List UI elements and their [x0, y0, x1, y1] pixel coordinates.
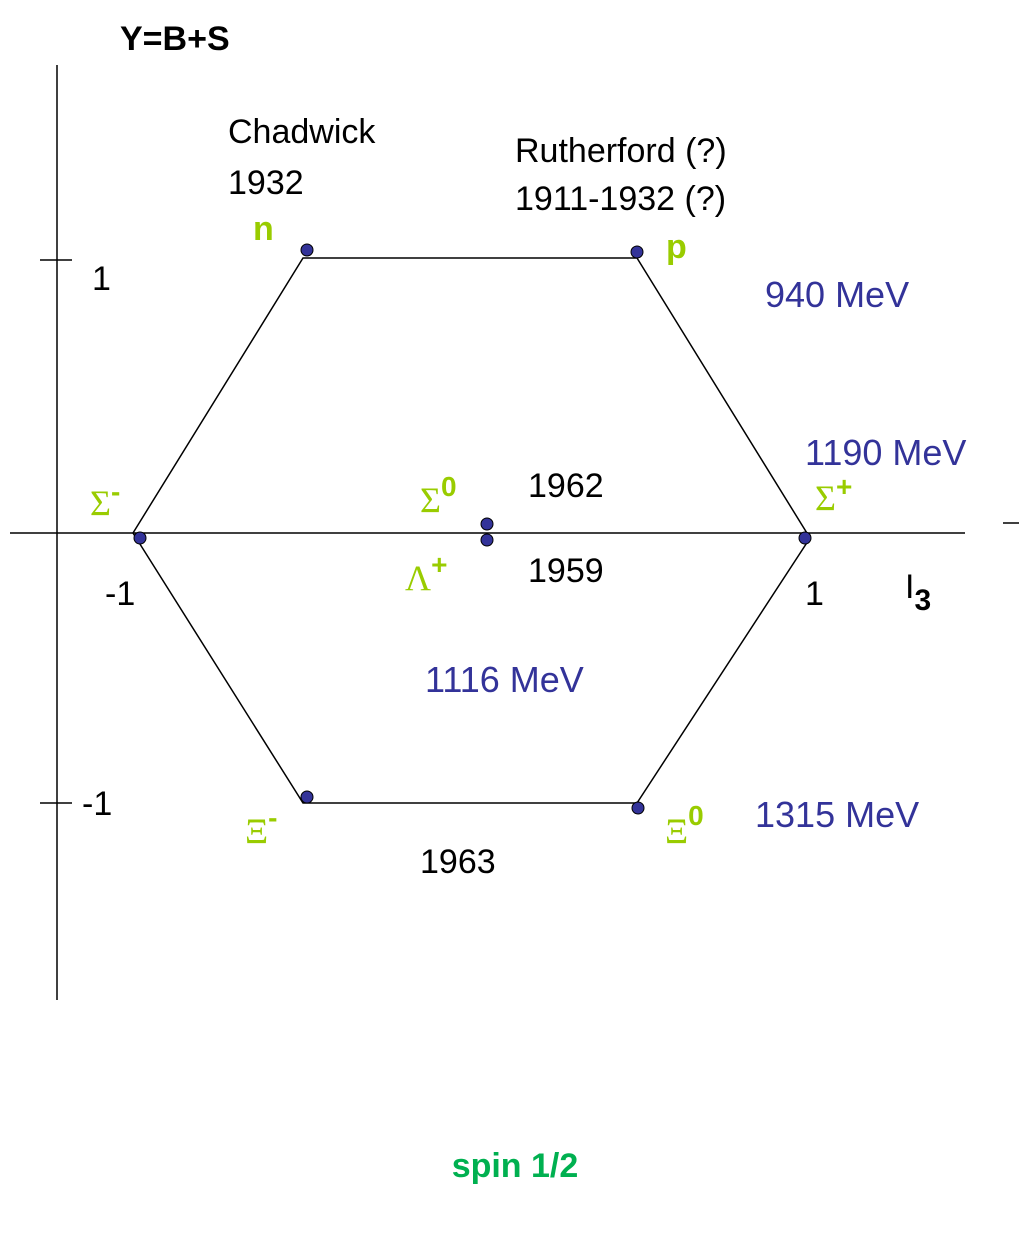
particle: n [253, 210, 274, 248]
particle: Σ+ [815, 471, 852, 518]
tick-label: -1 [82, 785, 112, 823]
particle: Ξ0 [665, 800, 704, 851]
dot [133, 531, 147, 545]
dot [300, 790, 314, 804]
x-label-main: I [905, 568, 914, 606]
mass: 1190 MeV [805, 432, 966, 473]
x-label: I3 [905, 568, 931, 617]
annotation: 1962 [528, 467, 604, 505]
symbol: Λ [405, 558, 431, 598]
tick-label: -1 [105, 575, 135, 613]
annotation: 1911-1932 (?) [515, 180, 726, 218]
dot [631, 801, 645, 815]
annotation: 1959 [528, 552, 604, 590]
footer: spin 1/2 [452, 1147, 579, 1185]
mass: 1116 MeV [425, 659, 584, 700]
symbol: Ξ [245, 811, 268, 851]
charge: + [836, 471, 852, 502]
dot [798, 531, 812, 545]
annotation: 1932 [228, 164, 304, 202]
symbol: Σ [815, 478, 836, 518]
charge: 0 [441, 471, 457, 502]
particle: Σ- [90, 476, 120, 523]
particle: Σ0 [420, 471, 457, 520]
annotation: 1963 [420, 843, 496, 881]
dot [630, 245, 644, 259]
charge: - [268, 802, 277, 833]
charge: + [431, 549, 447, 580]
mass: 1315 MeV [755, 794, 919, 835]
x-label-sub: 3 [914, 584, 931, 617]
y-label: Y=B+S [120, 20, 230, 58]
dot [300, 243, 314, 257]
symbol: Σ [90, 483, 111, 523]
particle: p [666, 228, 687, 266]
tick-label: 1 [805, 575, 824, 613]
charge: - [111, 476, 120, 507]
hexagon [132, 257, 811, 804]
dot [480, 533, 494, 547]
tick-label: 1 [92, 260, 111, 298]
charge: 0 [688, 800, 704, 831]
symbol: Σ [420, 480, 441, 520]
annotation: Rutherford (?) [515, 132, 727, 170]
annotation: Chadwick [228, 113, 376, 151]
particle: Λ+ [405, 549, 447, 598]
symbol: Ξ [665, 811, 688, 851]
particle: Ξ- [245, 802, 277, 851]
dot [480, 517, 494, 531]
mass: 940 MeV [765, 274, 909, 315]
